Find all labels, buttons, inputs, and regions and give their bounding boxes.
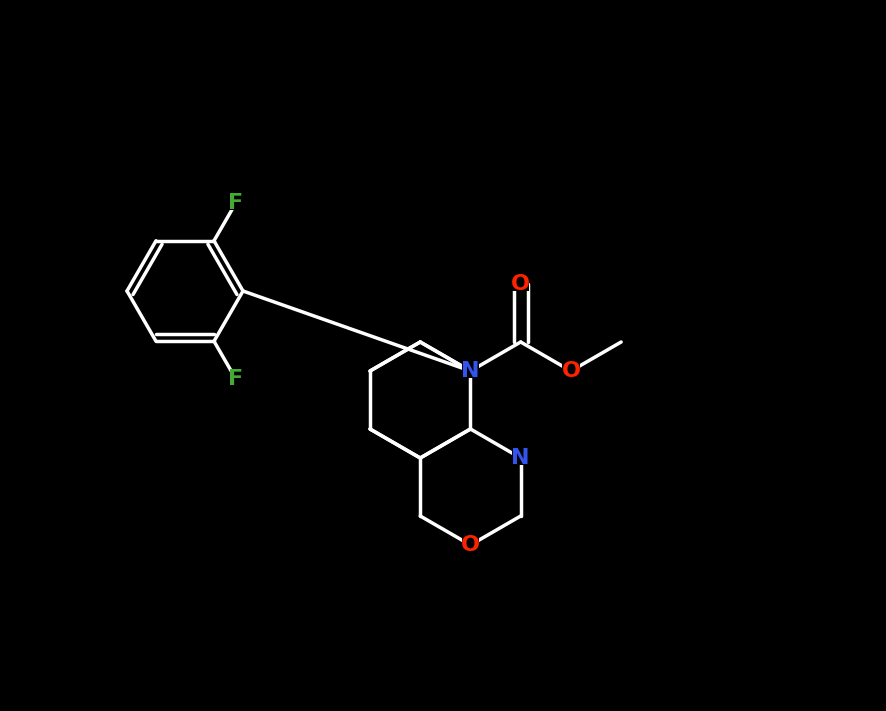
- FancyBboxPatch shape: [462, 538, 479, 552]
- FancyBboxPatch shape: [512, 277, 530, 291]
- FancyBboxPatch shape: [462, 364, 479, 378]
- Text: N: N: [511, 448, 530, 468]
- Text: O: O: [461, 535, 480, 555]
- Text: N: N: [462, 361, 479, 381]
- Text: F: F: [229, 193, 244, 213]
- FancyBboxPatch shape: [227, 196, 245, 210]
- Text: F: F: [229, 369, 244, 389]
- Text: O: O: [511, 274, 530, 294]
- FancyBboxPatch shape: [512, 451, 530, 465]
- FancyBboxPatch shape: [227, 372, 245, 385]
- Text: O: O: [562, 361, 580, 381]
- FancyBboxPatch shape: [562, 364, 579, 378]
